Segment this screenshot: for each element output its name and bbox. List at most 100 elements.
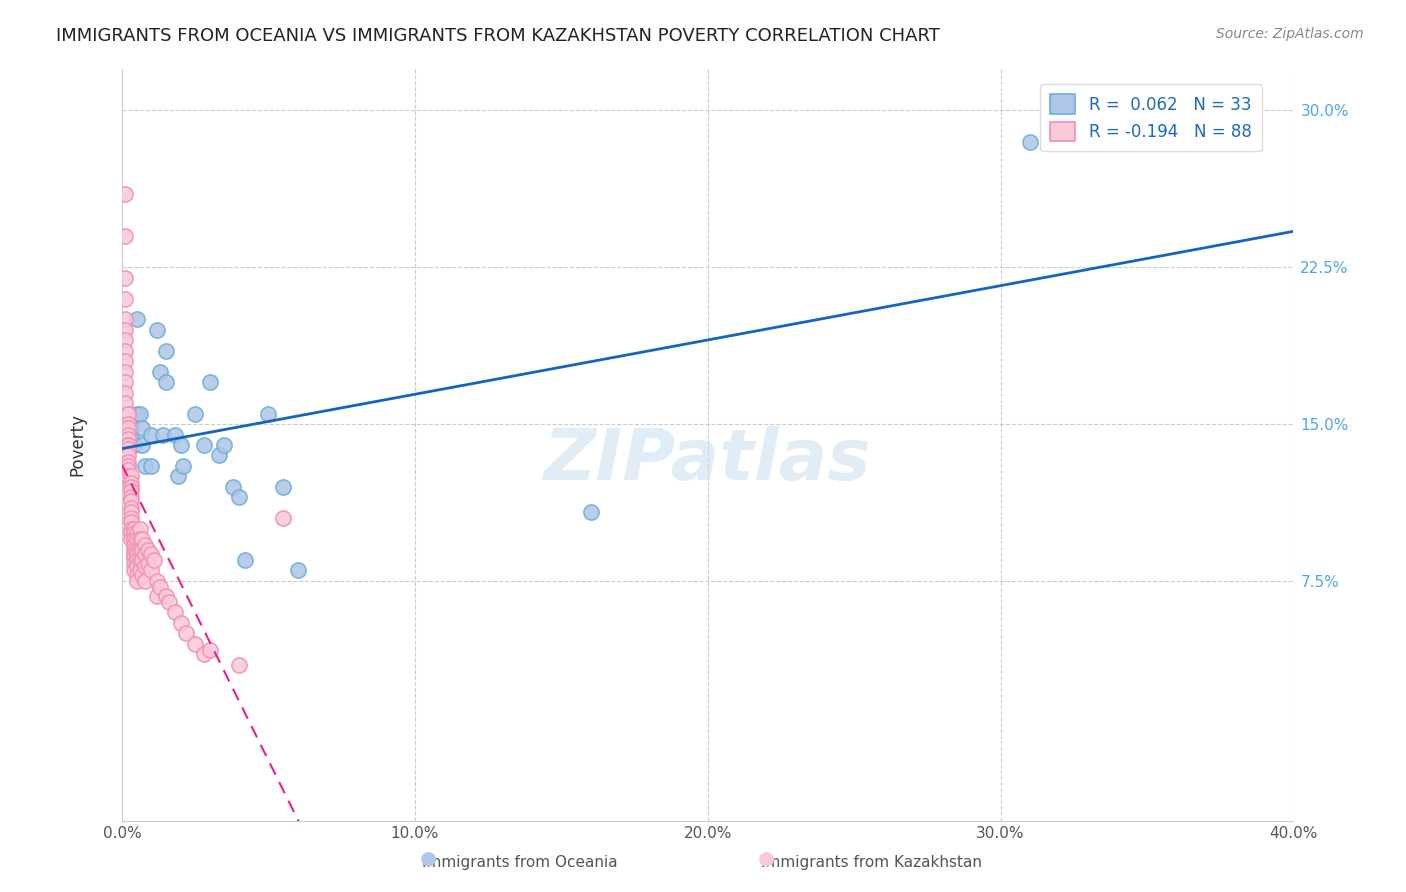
Text: Immigrants from Kazakhstan: Immigrants from Kazakhstan [761,855,983,870]
Point [125,567,148,582]
Point [120,469,142,483]
Point [131,567,153,582]
Point [146,574,169,588]
Point [117,432,139,446]
Point [125,542,148,557]
Point [271,511,294,525]
Point [146,323,169,337]
Point [122,558,145,572]
Point [155,376,177,390]
Point [579,505,602,519]
Point [198,376,221,390]
Point [117,417,139,431]
Point [114,354,136,368]
Point [117,427,139,442]
Point [114,396,136,410]
Point [228,657,250,672]
Point [117,407,139,421]
Point [120,494,142,508]
Point [120,475,142,490]
Point [125,532,148,546]
Point [128,564,150,578]
Point [114,376,136,390]
Point [1018,135,1040,149]
Point [122,522,145,536]
Y-axis label: Poverty: Poverty [69,414,87,476]
Point [287,564,309,578]
Point [134,547,156,561]
Point [141,458,163,473]
Point [120,516,142,530]
Point [136,558,159,572]
Point [120,421,142,435]
Point [128,532,150,546]
Point [114,323,136,337]
Point [193,647,215,661]
Point [117,458,139,473]
Point [125,525,148,540]
Point [114,334,136,348]
Point [114,343,136,358]
Point [114,292,136,306]
Point [114,312,136,326]
Point [128,522,150,536]
Point [122,538,145,552]
Point [117,469,139,483]
Point [122,564,145,578]
Point [117,421,139,435]
Point [120,525,142,540]
Point [125,574,148,588]
Point [122,532,145,546]
Point [155,589,177,603]
Point [134,538,156,552]
Point [117,455,139,469]
Point [125,312,148,326]
Point [157,595,180,609]
Point [131,542,153,557]
Point [222,480,245,494]
Text: ZIPatlas: ZIPatlas [544,425,872,494]
Point [122,438,145,452]
Point [131,532,153,546]
Point [143,553,166,567]
Point [117,438,139,452]
Point [141,547,163,561]
Point [114,186,136,201]
Point [141,564,163,578]
Point [257,407,280,421]
Point [120,490,142,504]
Point [114,385,136,400]
Point [120,500,142,515]
Point [176,626,198,640]
Point [125,547,148,561]
Point [172,458,194,473]
Point [193,438,215,452]
Point [117,463,139,477]
Point [207,449,229,463]
Point [169,615,191,630]
Point [128,542,150,557]
Point [122,550,145,565]
Point [117,442,139,457]
Point [131,553,153,567]
Legend: R =  0.062   N = 33, R = -0.194   N = 88: R = 0.062 N = 33, R = -0.194 N = 88 [1040,85,1261,152]
Point [117,438,139,452]
Point [120,427,142,442]
Point [134,574,156,588]
Point [117,407,139,421]
Point [198,643,221,657]
Point [136,542,159,557]
Point [120,511,142,525]
Point [114,270,136,285]
Point [271,480,294,494]
Point [122,542,145,557]
Point [120,480,142,494]
Point [125,553,148,567]
Point [141,427,163,442]
Point [134,458,156,473]
Point [214,438,236,452]
Point [184,407,207,421]
Text: ●: ● [758,848,775,867]
Point [131,438,153,452]
Point [155,343,177,358]
